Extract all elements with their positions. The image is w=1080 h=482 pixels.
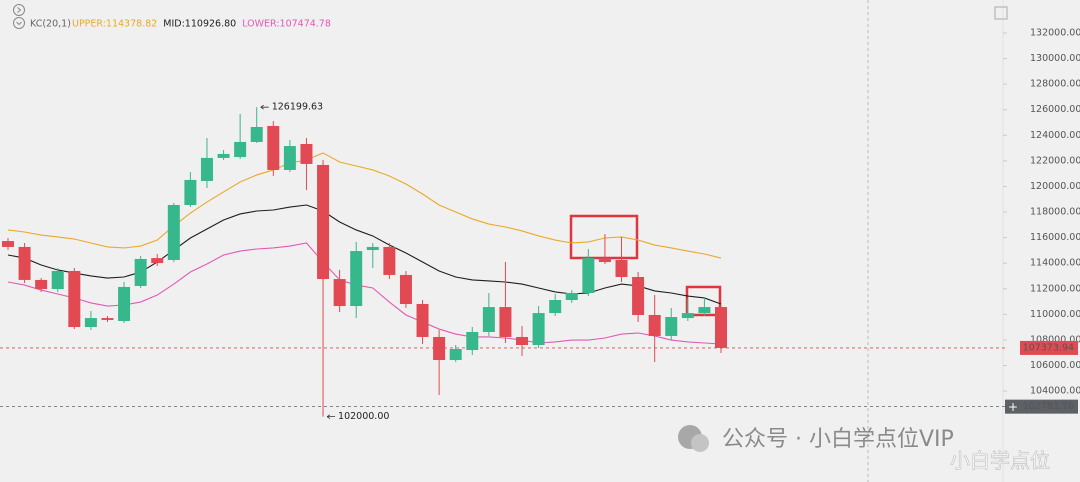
settings-icon[interactable]: [994, 6, 1008, 20]
price-tag-label: 107373.94: [1023, 342, 1074, 353]
candle-body: [648, 314, 661, 336]
y-tick-label: 112000.00: [1030, 283, 1080, 294]
candle-body: [665, 317, 678, 336]
collapse-arrow: [16, 21, 22, 26]
legend-entry: UPPER:114378.82: [72, 19, 157, 30]
candle-body: [167, 205, 180, 260]
candle-body: [516, 336, 529, 346]
candle-body: [715, 307, 727, 348]
y-tick-label: 108000.00: [1030, 334, 1080, 345]
watermark: 公众号 · 小白学点位VIP: [722, 427, 954, 452]
y-tick-label: 104000.00: [1030, 386, 1080, 397]
candle-body: [383, 246, 396, 275]
candle-body: [399, 274, 412, 304]
y-tick-label: 128000.00: [1030, 79, 1080, 90]
candle-body: [416, 303, 429, 337]
y-tick-label: 124000.00: [1030, 130, 1080, 141]
candle-body: [366, 246, 379, 251]
candle-body: [200, 157, 213, 181]
y-tick-label: 122000.00: [1030, 155, 1080, 166]
expand-arrow: [17, 7, 22, 13]
candle-body: [134, 258, 147, 286]
candle-body: [532, 313, 545, 346]
y-tick-label: 130000.00: [1030, 53, 1080, 64]
candle-body: [151, 258, 164, 264]
y-tick-label: 120000.00: [1030, 181, 1080, 192]
legend-entry: MID:110926.80: [163, 19, 236, 30]
candle-body: [433, 336, 446, 360]
candle-body: [2, 241, 14, 247]
price-tag-label: 102781.76: [1023, 401, 1074, 412]
candle-body: [598, 258, 611, 263]
highlight-box: [569, 214, 639, 260]
candle-body: [101, 318, 114, 320]
candle-body: [350, 251, 363, 307]
candle-body: [118, 286, 131, 321]
kc-line: [7, 204, 722, 305]
candle-body: [565, 292, 578, 301]
candle-body: [68, 270, 81, 328]
candle-body: [35, 279, 48, 290]
tag-icon: +: [1008, 400, 1018, 414]
candle-body: [615, 259, 628, 277]
candle-body: [499, 307, 512, 337]
y-tick-label: 106000.00: [1030, 360, 1080, 371]
collapse-icon[interactable]: [13, 17, 25, 29]
candle-body: [449, 348, 462, 360]
candle-body: [333, 279, 346, 307]
y-tick-label: 132000.00: [1030, 27, 1080, 38]
indicator-title: KC(20,1): [30, 19, 71, 30]
candle-body: [250, 126, 263, 142]
y-tick-label: 116000.00: [1030, 232, 1080, 243]
annotation-arrow: [260, 104, 269, 110]
candle-body: [681, 313, 694, 319]
candle-body: [549, 300, 562, 314]
candle-body: [283, 146, 296, 170]
highlight-box: [685, 285, 722, 317]
candle-body: [51, 270, 64, 290]
expand-icon[interactable]: [13, 4, 25, 16]
y-tick-label: 118000.00: [1030, 207, 1080, 218]
candle-body: [632, 276, 645, 315]
candle-body: [482, 307, 495, 332]
y-tick-label: 110000.00: [1030, 309, 1080, 320]
y-tick-label: 126000.00: [1030, 104, 1080, 115]
candle-body: [84, 318, 97, 328]
candle-body: [582, 258, 595, 293]
annotation-arrow: [326, 414, 336, 419]
price-tag: [1005, 399, 1078, 414]
candle-body: [698, 307, 711, 314]
kc-line: [7, 152, 722, 259]
y-tick-label: 114000.00: [1030, 258, 1080, 269]
price-tag: [1020, 340, 1078, 355]
candle-body: [466, 331, 479, 351]
candle-body: [184, 179, 197, 206]
candle-body: [18, 246, 31, 280]
candle-body: [317, 164, 330, 280]
candle-body: [267, 125, 280, 170]
candle-body: [217, 153, 230, 158]
candle-body: [300, 143, 313, 164]
candle-body: [234, 141, 247, 158]
wechat-icon: [691, 434, 709, 452]
annotation-label: 102000.00: [338, 411, 389, 422]
annotation-label: 126199.63: [272, 102, 323, 113]
legend-entry: LOWER:107474.78: [242, 19, 331, 30]
watermark: 小白学点位: [950, 449, 1050, 473]
